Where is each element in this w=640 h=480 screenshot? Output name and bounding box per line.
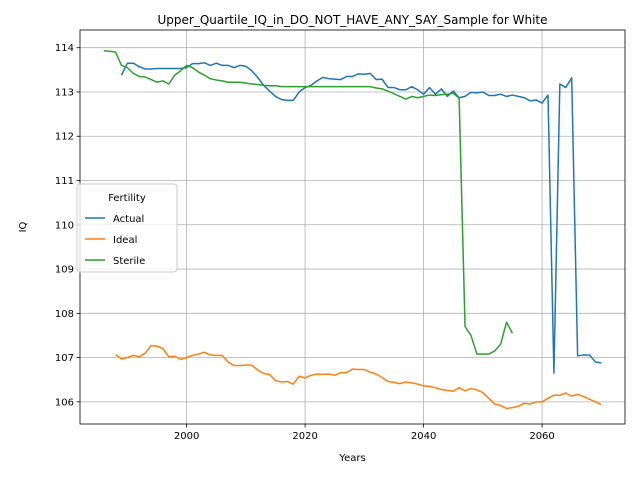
series-line-ideal <box>115 344 602 410</box>
y-axis-label: IQ <box>18 221 29 232</box>
series-line-sterile <box>103 50 514 355</box>
y-tick-label: 109 <box>55 265 74 276</box>
y-tick-label: 113 <box>55 87 74 98</box>
y-tick-label: 112 <box>55 132 74 143</box>
legend: Fertility Actual Ideal Sterile <box>76 183 178 273</box>
x-axis: 2000 2020 2040 2060 <box>174 424 555 442</box>
legend-label-sterile: Sterile <box>113 256 145 267</box>
x-tick-label: 2060 <box>529 431 554 442</box>
y-tick-label: 106 <box>55 397 74 408</box>
legend-label-actual: Actual <box>113 214 144 225</box>
y-tick-label: 110 <box>55 220 74 231</box>
x-tick-label: 2040 <box>411 431 436 442</box>
legend-title: Fertility <box>108 193 146 204</box>
legend-box <box>76 183 178 273</box>
legend-label-ideal: Ideal <box>113 235 137 246</box>
series-layer <box>103 50 602 410</box>
y-tick-label: 108 <box>55 309 74 320</box>
y-tick-label: 107 <box>55 353 74 364</box>
x-tick-label: 2000 <box>174 431 199 442</box>
y-tick-label: 111 <box>55 176 74 187</box>
y-tick-label: 114 <box>55 43 74 54</box>
y-axis: 106 107 108 109 110 111 112 113 114 <box>55 43 80 408</box>
series-line-actual <box>120 62 602 374</box>
x-axis-label: Years <box>338 453 365 464</box>
legend-entries: Actual Ideal Sterile <box>85 214 145 267</box>
chart-title: Upper_Quartile_IQ_in_DO_NOT_HAVE_ANY_SAY… <box>157 13 547 27</box>
x-tick-label: 2020 <box>292 431 317 442</box>
